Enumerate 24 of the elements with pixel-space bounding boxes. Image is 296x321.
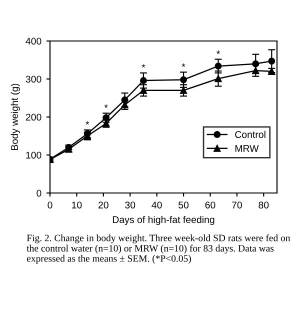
x-tick-label: 30 bbox=[125, 202, 136, 208]
caption: Fig. 2. Change in body weight. Three week-old SD rats were fed on the control water (n=10) or MRW (n=10) for 83 days. Data was expressed as the means ± SEM. (*P<0.05) bbox=[26, 234, 290, 264]
x-tick-label: 0 bbox=[48, 202, 52, 208]
x-tick-label: 40 bbox=[152, 202, 162, 208]
x-tick-label: 80 bbox=[258, 202, 269, 208]
y-tick-label: 400 bbox=[26, 38, 42, 45]
x-tick-label: 60 bbox=[205, 202, 216, 208]
x-tick-label: 20 bbox=[98, 202, 108, 208]
y-tick-label: 200 bbox=[26, 114, 42, 121]
y-tick-label: 100 bbox=[26, 152, 42, 159]
y-axis-title: Body weight (g) bbox=[10, 84, 20, 150]
y-tick-label: 0 bbox=[36, 190, 42, 197]
x-tick-label: 10 bbox=[72, 202, 82, 208]
legend-label: MRW bbox=[235, 145, 259, 152]
x-tick-label: 70 bbox=[232, 202, 242, 208]
x-tick-label: 50 bbox=[178, 202, 189, 208]
legend-label: Control bbox=[235, 130, 266, 138]
annotation: * bbox=[86, 121, 90, 125]
annotation: * bbox=[104, 104, 108, 108]
y-tick-label: 300 bbox=[26, 76, 42, 83]
annotation: * bbox=[142, 64, 146, 68]
x-axis-title: Days of high-fat feeding bbox=[112, 216, 214, 226]
annotation: * bbox=[216, 50, 220, 54]
annotation: * bbox=[182, 63, 186, 67]
